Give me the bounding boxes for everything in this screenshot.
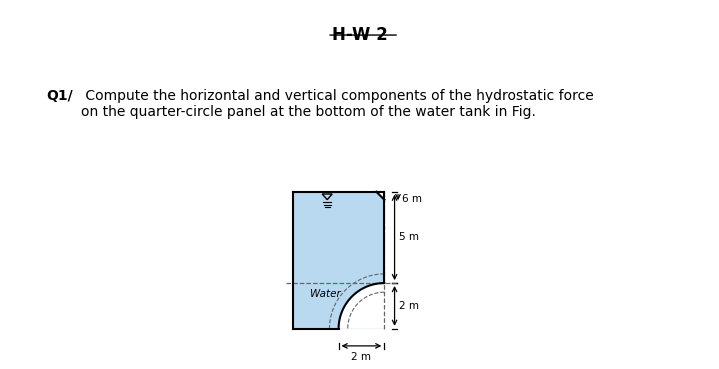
Polygon shape (376, 192, 384, 200)
Text: 2 m: 2 m (352, 352, 372, 362)
Polygon shape (293, 192, 384, 329)
Text: Compute the horizontal and vertical components of the hydrostatic force
on the q: Compute the horizontal and vertical comp… (81, 89, 593, 119)
Text: 6 m: 6 m (402, 193, 422, 204)
Text: 5 m: 5 m (398, 232, 418, 242)
Text: 2 m: 2 m (398, 301, 418, 311)
Text: H-W 2: H-W 2 (331, 26, 388, 44)
Polygon shape (339, 283, 384, 329)
Text: Water: Water (309, 290, 340, 300)
Text: Q1/: Q1/ (47, 89, 73, 103)
